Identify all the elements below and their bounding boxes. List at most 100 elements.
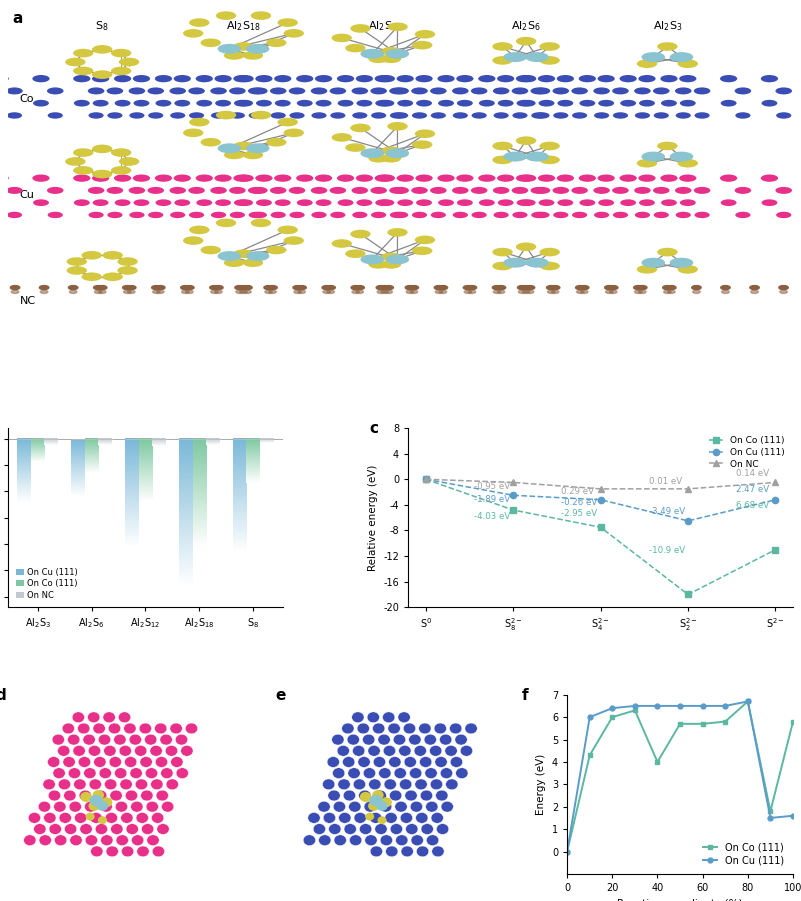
Circle shape [119,745,131,756]
Circle shape [103,251,123,259]
Circle shape [256,100,272,106]
On Co (111) [421,474,430,485]
Circle shape [332,239,352,248]
Circle shape [218,44,241,54]
Circle shape [381,147,401,155]
Circle shape [519,175,537,182]
Circle shape [155,199,171,206]
Circle shape [497,75,514,82]
Circle shape [497,199,513,206]
Circle shape [493,187,509,194]
Circle shape [609,286,618,289]
Circle shape [493,56,513,65]
Circle shape [352,113,368,119]
Circle shape [572,212,587,218]
Circle shape [694,87,710,95]
Circle shape [189,113,204,119]
On Cu (111) [509,490,518,501]
Circle shape [456,768,468,778]
Circle shape [196,199,212,206]
Circle shape [434,724,446,733]
On Co (111) [766,805,775,816]
Circle shape [135,745,147,756]
Circle shape [512,187,529,194]
Circle shape [553,187,569,194]
Circle shape [360,824,372,834]
Circle shape [657,248,678,257]
Circle shape [234,100,250,106]
Circle shape [129,87,145,95]
Circle shape [215,175,231,182]
Circle shape [211,113,226,119]
Circle shape [277,118,298,126]
Circle shape [288,87,305,95]
On Co (111) [683,589,693,600]
Circle shape [68,768,81,778]
Circle shape [315,175,332,182]
Circle shape [120,779,132,789]
Circle shape [313,824,325,834]
Circle shape [720,75,737,82]
Circle shape [171,757,183,768]
Circle shape [365,813,374,821]
Circle shape [670,52,694,62]
Circle shape [425,768,437,778]
Circle shape [551,290,559,294]
Circle shape [133,75,150,82]
Circle shape [156,790,168,801]
Circle shape [661,100,677,106]
Circle shape [342,724,354,733]
Circle shape [329,87,346,95]
Circle shape [298,290,305,294]
Circle shape [235,290,244,294]
Circle shape [123,286,132,289]
Circle shape [385,149,409,159]
Text: a: a [12,11,22,25]
Circle shape [406,290,413,294]
Circle shape [176,768,188,778]
Circle shape [368,745,380,756]
Circle shape [775,187,792,194]
Circle shape [210,286,219,289]
Circle shape [349,835,362,846]
Circle shape [289,113,304,119]
Circle shape [525,286,535,289]
Circle shape [151,779,163,789]
Circle shape [339,813,351,824]
Circle shape [457,175,473,182]
Circle shape [7,113,22,119]
Circle shape [416,75,433,82]
Circle shape [140,757,152,768]
Circle shape [638,75,655,82]
Circle shape [670,151,694,161]
Circle shape [642,151,665,161]
Circle shape [388,23,408,32]
Circle shape [452,87,469,95]
Circle shape [68,286,78,289]
Circle shape [251,111,272,120]
Circle shape [92,175,109,182]
Circle shape [381,290,388,294]
Circle shape [372,790,384,800]
Circle shape [416,813,428,824]
Circle shape [84,768,96,778]
Circle shape [174,175,191,182]
Circle shape [694,113,710,119]
Circle shape [761,75,778,82]
Circle shape [539,156,560,164]
Circle shape [426,835,439,846]
On Co (111) [509,505,518,515]
Circle shape [151,286,161,289]
Circle shape [425,801,438,812]
Circle shape [431,212,446,218]
Circle shape [420,757,432,768]
On Cu (111) [743,696,753,707]
Circle shape [393,113,409,119]
Circle shape [147,835,159,846]
Circle shape [693,290,700,294]
Circle shape [33,199,49,206]
Circle shape [236,75,254,82]
Circle shape [109,757,122,768]
Circle shape [620,199,636,206]
Circle shape [493,141,513,150]
